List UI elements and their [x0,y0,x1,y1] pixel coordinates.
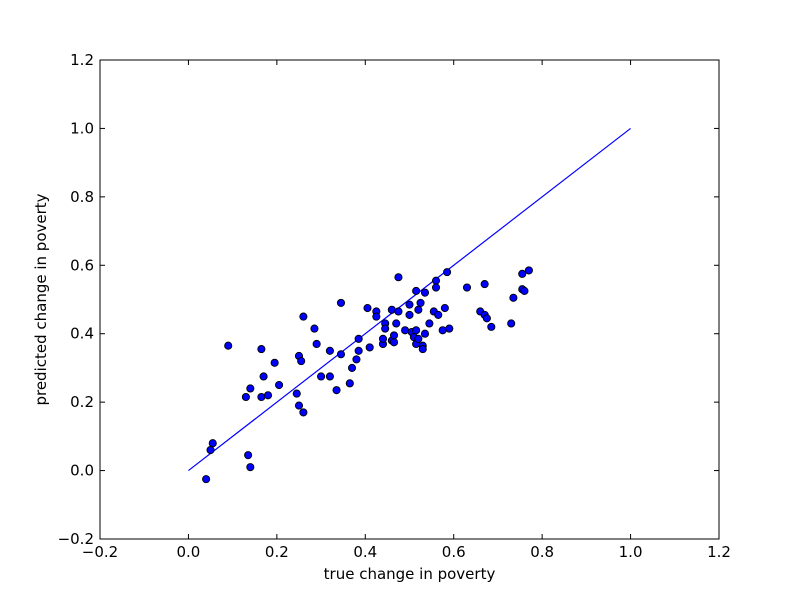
data-point [270,358,279,367]
data-point [431,283,441,292]
data-point [202,475,211,484]
data-point [405,300,414,309]
reference-line [188,127,631,472]
x-tick-label: 0.0 [176,543,200,561]
data-point [420,288,430,297]
data-point [257,392,266,402]
data-point [389,331,399,340]
data-point [394,273,403,282]
data-point [438,326,447,335]
data-point [414,305,423,314]
data-point [310,324,319,333]
data-point [414,334,423,343]
x-tick-label: 0.4 [353,543,377,561]
data-point [263,391,273,400]
data-point [480,280,489,289]
data-point [336,350,346,359]
data-point [524,266,533,275]
data-point [462,283,472,292]
data-point [425,319,434,328]
data-point [482,314,491,323]
y-tick-label: 0.0 [70,462,94,480]
data-point [325,346,334,355]
ticks-layer: −0.2 0.0 0.2 0.4 0.6 0.8 1.0 1.2 −0.2 0.0 0.2 0.4 0.… [58,51,731,561]
data-point [244,451,253,460]
data-point [487,322,496,331]
data-point [354,346,363,355]
y-tick-label: 0.2 [70,393,94,411]
x-tick-label: 1.0 [619,543,643,561]
data-point [420,329,430,338]
data-point [394,307,403,316]
data-point [434,310,443,319]
data-point [418,345,427,354]
x-tick-label: 0.8 [530,543,554,561]
data-point [259,372,268,381]
data-point [401,326,410,335]
x-tick-label: 1.2 [707,543,731,561]
data-point [241,392,250,402]
y-tick-label: −0.2 [58,530,94,548]
data-point [312,339,321,349]
data-point [275,380,284,390]
x-tick-label: 0.6 [442,543,466,561]
data-point [292,389,301,398]
data-point [297,357,306,366]
data-point [440,304,449,313]
y-tick-label: 1.2 [70,51,94,69]
plot-frame [99,59,720,540]
data-point [224,341,233,350]
data-point [246,384,255,393]
data-point [336,298,346,307]
data-point [416,298,425,307]
data-point [345,379,354,388]
data-point [246,463,255,472]
data-point [431,276,441,285]
data-point [257,345,266,354]
data-point [347,363,357,372]
x-tick-label: 0.2 [265,543,289,561]
data-point [412,286,421,295]
x-axis-label: true change in poverty [324,565,496,583]
data-point [365,343,374,352]
data-point [520,286,529,295]
y-tick-label: 0.4 [70,325,94,343]
x-tick-label: −0.2 [82,543,118,561]
data-point [378,334,388,343]
data-point [445,324,454,333]
data-point [299,408,308,417]
data-point [389,338,399,347]
scatter-points-layer [202,266,533,484]
y-tick-label: 1.0 [70,119,94,137]
y-tick-label: 0.6 [70,256,94,274]
data-point [372,312,381,321]
data-point [507,319,516,328]
data-point [405,310,414,319]
data-point [354,334,363,343]
y-tick-label: 0.8 [70,188,94,206]
data-point [381,324,390,333]
data-point [208,439,217,448]
data-point [332,386,341,395]
data-point [443,268,452,277]
reference-line-layer [188,127,631,472]
data-point [317,372,326,381]
data-point [509,293,518,302]
data-point [352,355,361,364]
data-point [518,269,527,278]
data-point [363,304,372,313]
data-point [299,312,308,321]
data-point [206,445,215,455]
data-point [392,319,401,328]
data-point [294,401,304,410]
data-point [412,326,421,335]
data-point [325,372,334,381]
y-axis-label: predicted change in poverty [32,193,50,405]
data-point [387,305,396,314]
